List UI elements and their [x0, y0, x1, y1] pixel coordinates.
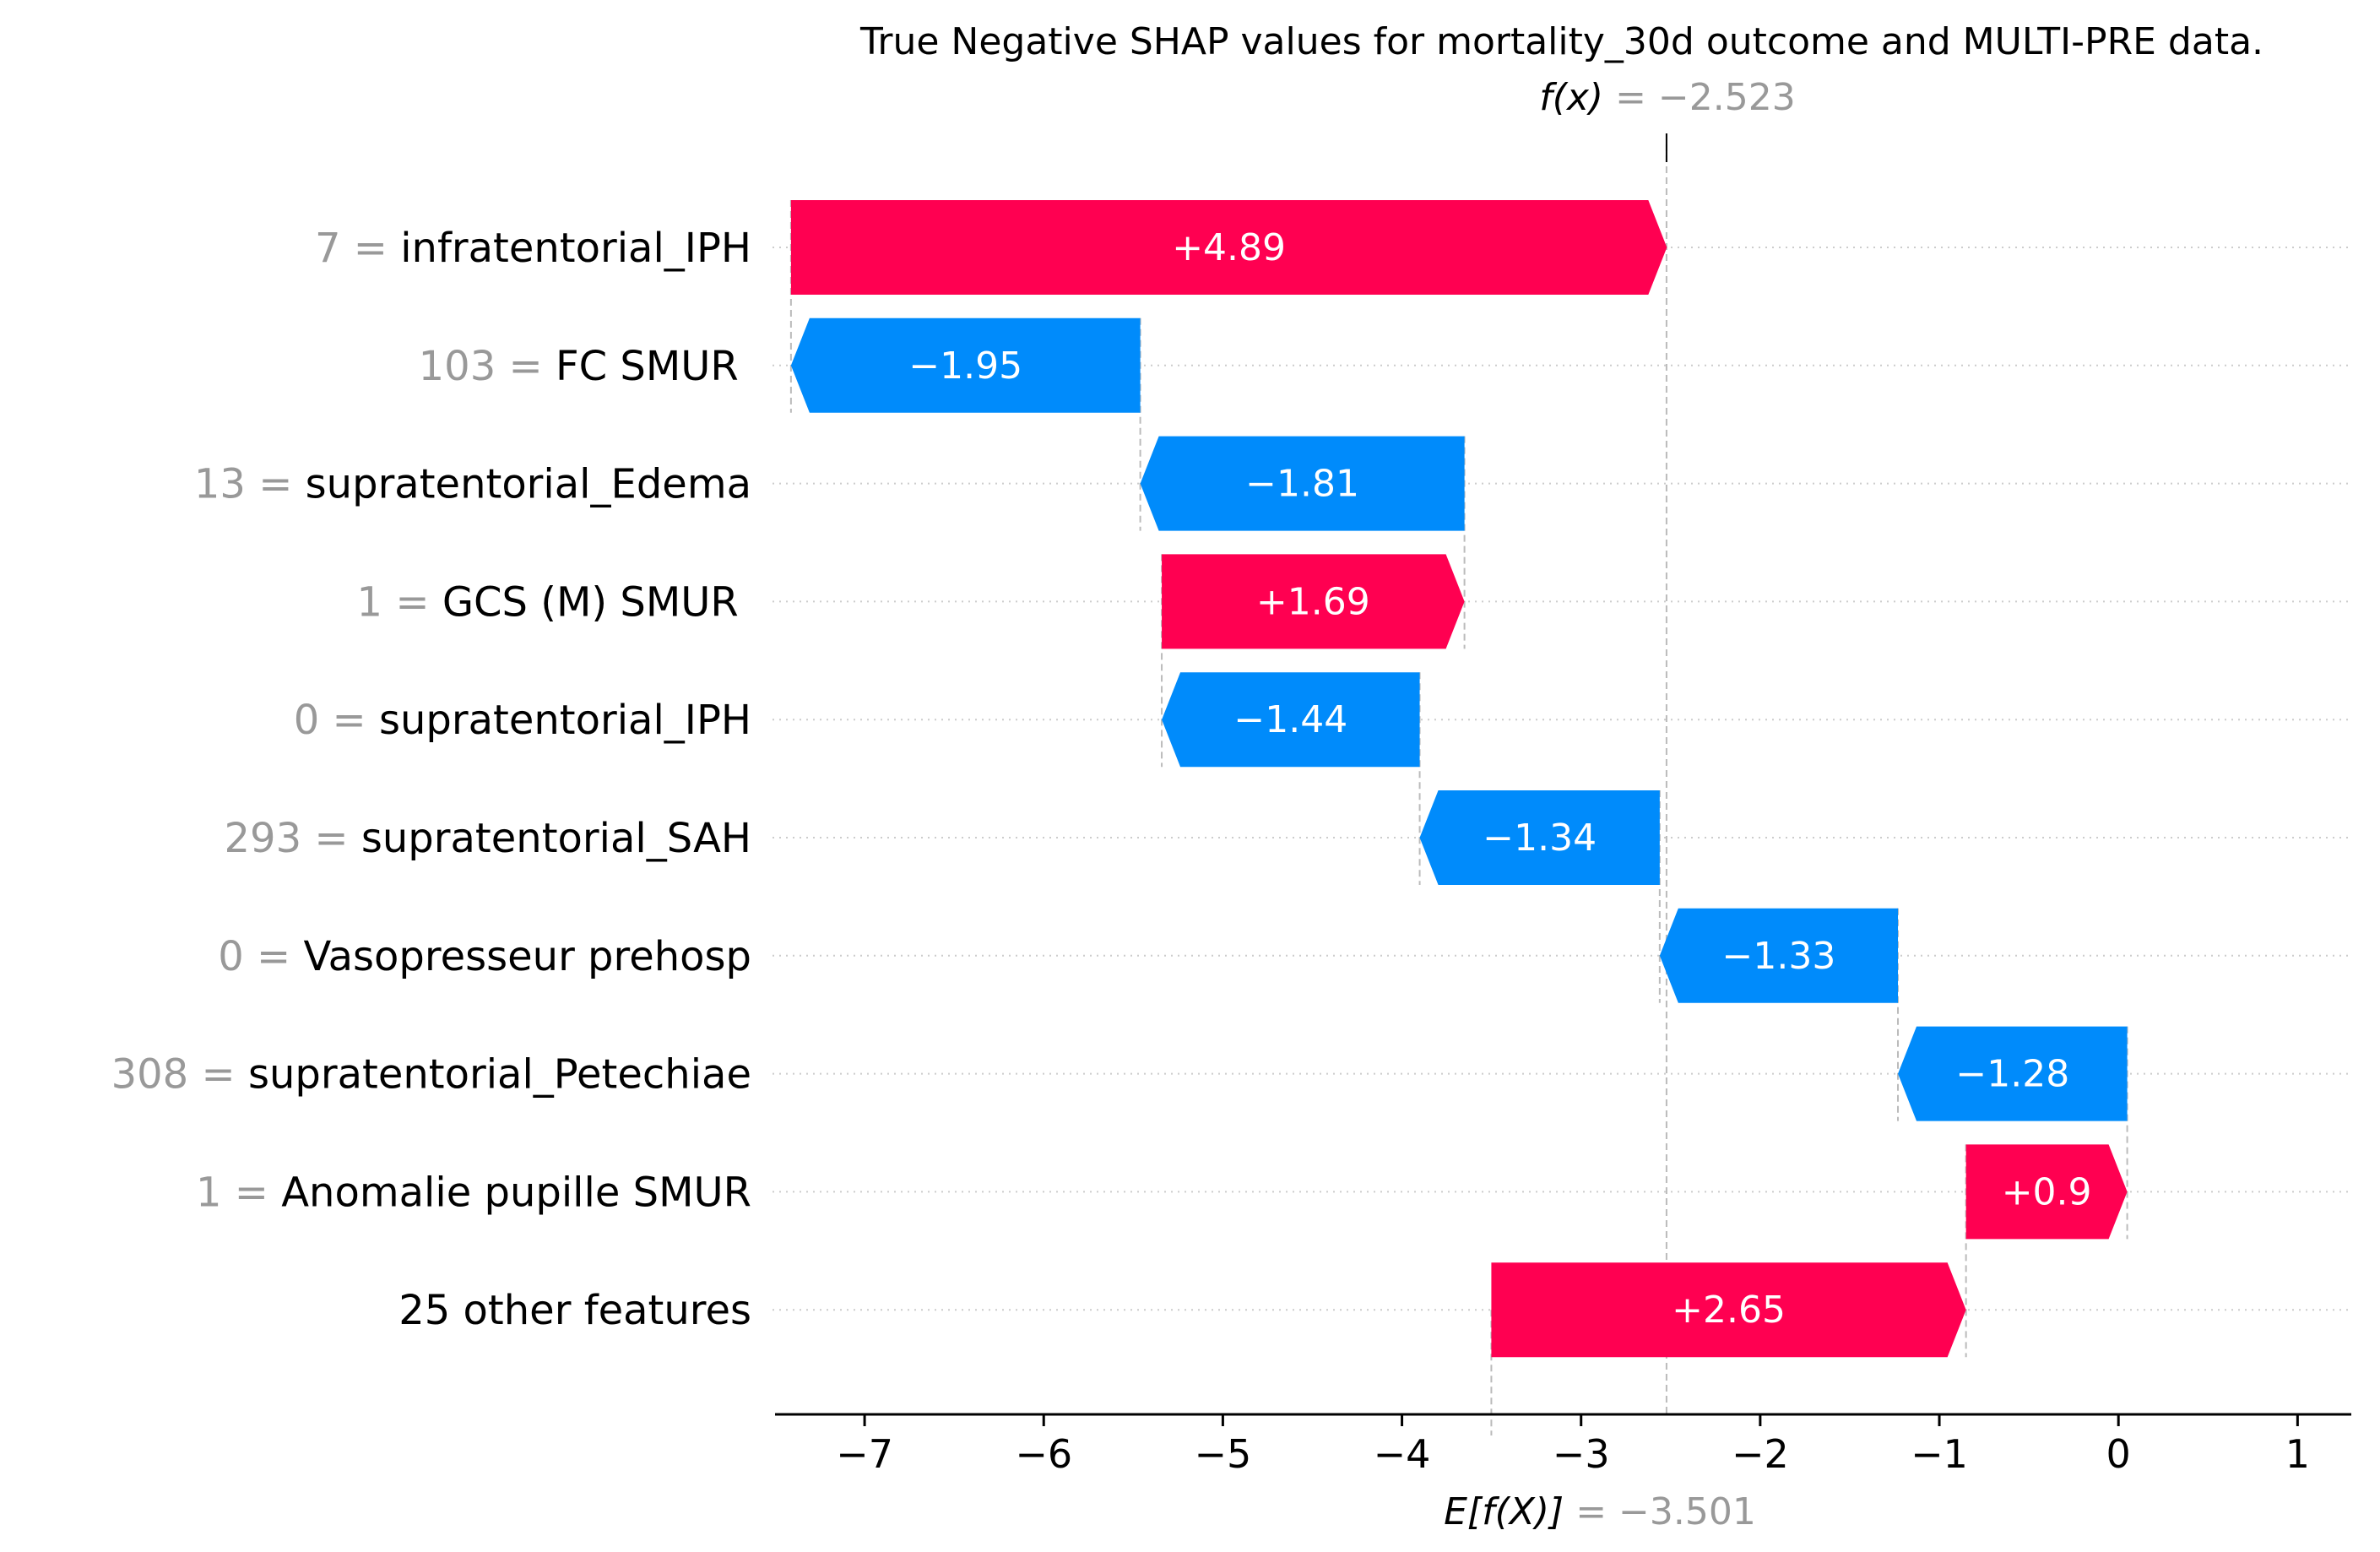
- feature-label: 0 = Vasopresseur prehosp: [218, 933, 751, 980]
- bar-value-label: +2.65: [1672, 1289, 1786, 1332]
- feature-name: supratentorial_SAH: [361, 815, 751, 862]
- feature-value: 1 =: [196, 1169, 281, 1216]
- x-tick-label: 0: [2106, 1431, 2131, 1477]
- feature-name: infratentorial_IPH: [400, 225, 751, 272]
- feature-name: Vasopresseur prehosp: [304, 933, 751, 980]
- negative-bar: [790, 317, 1141, 413]
- feature-labels: 7 = infratentorial_IPH 103 = FC SMUR 13 =…: [111, 225, 751, 1334]
- feature-name: supratentorial_IPH: [379, 697, 751, 744]
- x-tick-label: −6: [1015, 1431, 1072, 1477]
- contribution-bars: +4.89 −1.95 −1.81 +1.69 −1.44 −1.34 −1.33 −1.28…: [790, 200, 2128, 1358]
- feature-label: 1 = Anomalie pupille SMUR: [196, 1169, 751, 1216]
- x-tick-label: −3: [1553, 1431, 1610, 1477]
- feature-label: 103 = FC SMUR: [419, 343, 751, 390]
- bar-value-label: −1.95: [908, 345, 1022, 388]
- bar-value-label: +4.89: [1172, 226, 1286, 269]
- feature-value: 0 =: [294, 697, 379, 744]
- feature-value: 0 =: [218, 933, 303, 980]
- feature-name: 25 other features: [398, 1287, 751, 1334]
- positive-bar: [790, 200, 1667, 295]
- x-tick-label: 1: [2285, 1431, 2310, 1477]
- base-value: = −3.501: [1564, 1490, 1756, 1533]
- negative-bar: [1140, 436, 1465, 531]
- feature-value: 103 =: [419, 343, 556, 390]
- bar-value-label: −1.81: [1245, 463, 1359, 506]
- feature-label: 308 = supratentorial_Petechiae: [111, 1051, 751, 1099]
- feature-value: 7 =: [315, 225, 400, 272]
- feature-label: 7 = infratentorial_IPH: [315, 225, 751, 272]
- negative-bar: [1659, 908, 1899, 1003]
- x-tick-label: −4: [1374, 1431, 1431, 1477]
- bar-value-label: −1.33: [1722, 935, 1836, 978]
- negative-bar: [1162, 672, 1420, 768]
- fx-value: = −2.523: [1603, 76, 1796, 119]
- feature-name: FC SMUR: [556, 343, 751, 390]
- bar-value-label: +1.69: [1256, 580, 1370, 623]
- fx-prefix: f(x): [1539, 76, 1603, 119]
- feature-value: 293 =: [225, 815, 361, 862]
- feature-value: 308 =: [111, 1051, 248, 1099]
- feature-value: 1 =: [357, 578, 442, 626]
- x-tick-label: −1: [1911, 1431, 1968, 1477]
- feature-name: supratentorial_Edema: [306, 461, 751, 508]
- feature-label: 0 = supratentorial_IPH: [294, 697, 751, 744]
- feature-label: 13 = supratentorial_Edema: [194, 461, 751, 508]
- bar-value-label: +0.9: [2002, 1170, 2092, 1213]
- feature-label: 1 = GCS (M) SMUR: [357, 578, 751, 626]
- positive-bar: [1965, 1144, 2128, 1240]
- bar-value-label: −1.28: [1955, 1053, 2069, 1096]
- x-tick-label: −5: [1194, 1431, 1251, 1477]
- feature-label: 25 other features: [398, 1287, 751, 1334]
- bar-value-label: −1.34: [1483, 817, 1597, 860]
- x-tick-label: −2: [1732, 1431, 1789, 1477]
- fx-label: f(x) = −2.523: [1539, 76, 1796, 119]
- feature-name: supratentorial_Petechiae: [248, 1051, 751, 1099]
- x-axis: −7 −6 −5 −4 −3 −2 −1 0 1: [775, 1413, 2351, 1477]
- bar-value-label: −1.44: [1233, 698, 1347, 741]
- reference-lines: [1490, 133, 1667, 1435]
- base-value-label: E[f(X)] = −3.501: [1444, 1490, 1756, 1533]
- x-tick-label: −7: [836, 1431, 893, 1477]
- feature-name: GCS (M) SMUR: [442, 578, 751, 626]
- positive-bar: [1491, 1262, 1966, 1358]
- negative-bar: [1419, 790, 1660, 885]
- feature-value: 13 =: [194, 461, 306, 508]
- positive-bar: [1162, 554, 1465, 649]
- chart-title: True Negative SHAP values for mortality_…: [859, 20, 2263, 63]
- negative-bar: [1898, 1026, 2128, 1121]
- feature-name: Anomalie pupille SMUR: [281, 1169, 751, 1216]
- feature-label: 293 = supratentorial_SAH: [225, 815, 751, 862]
- base-prefix: E[f(X)]: [1444, 1490, 1564, 1533]
